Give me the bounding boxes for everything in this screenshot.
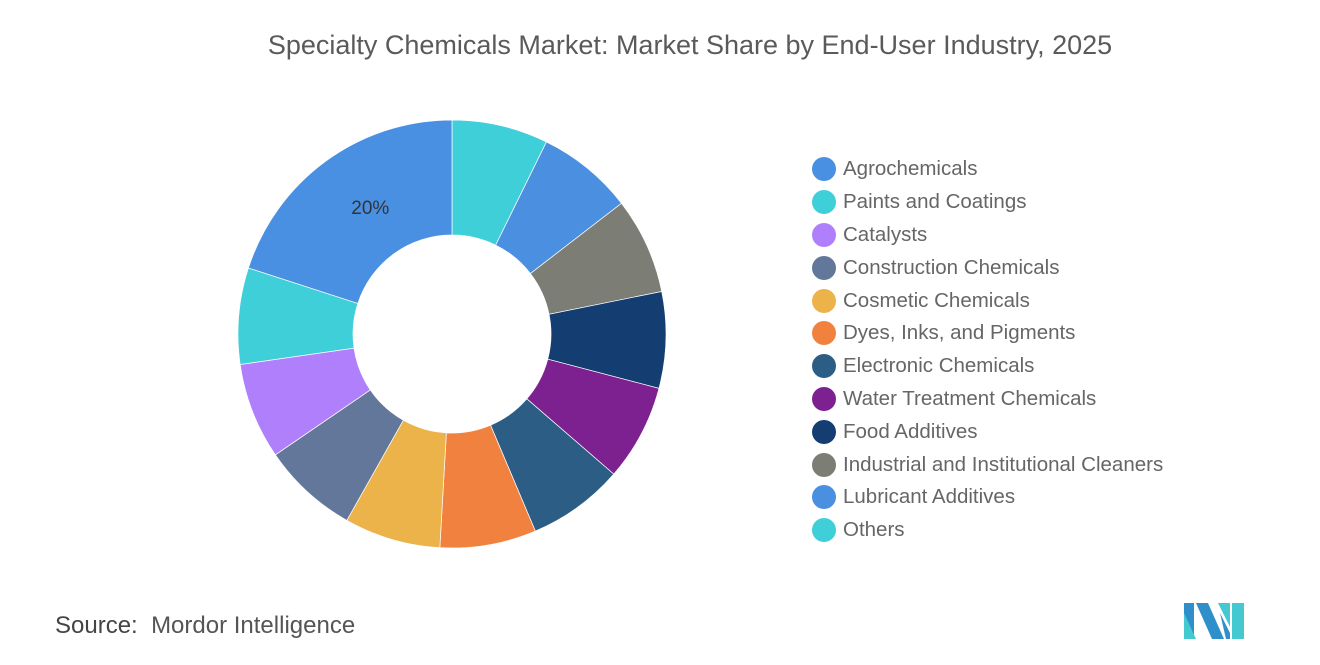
legend-swatch	[812, 354, 836, 379]
legend: Agrochemicals Paints and Coatings Catalyst…	[812, 153, 1163, 547]
legend-item: Catalysts	[812, 219, 1163, 252]
legend-label: Cosmetic Chemicals	[843, 288, 1030, 312]
legend-label: Dyes, Inks, and Pigments	[843, 321, 1076, 345]
source: Source: Mordor Intelligence	[55, 612, 355, 640]
legend-item: Cosmetic Chemicals	[812, 284, 1163, 317]
legend-swatch	[812, 419, 836, 444]
legend-label: Paints and Coatings	[843, 190, 1027, 214]
legend-swatch	[812, 157, 836, 182]
chart-title: Specialty Chemicals Market: Market Share…	[267, 30, 1113, 60]
legend-item: Water Treatment Chemicals	[812, 383, 1163, 416]
slice-agrochemicals	[248, 119, 453, 304]
source-label: Source:	[55, 612, 138, 639]
legend-label: Industrial and Institutional Cleaners	[843, 452, 1164, 476]
legend-label: Electronic Chemicals	[843, 354, 1035, 378]
legend-item: Agrochemicals	[812, 153, 1163, 186]
legend-swatch	[812, 386, 836, 411]
legend-item: Food Additives	[812, 415, 1163, 448]
legend-item: Others	[812, 514, 1163, 547]
legend-item: Dyes, Inks, and Pigments	[812, 317, 1163, 350]
legend-item: Industrial and Institutional Cleaners	[812, 448, 1163, 481]
legend-swatch	[812, 321, 836, 346]
legend-label: Food Additives	[843, 419, 978, 443]
legend-label: Agrochemicals	[843, 157, 978, 181]
legend-label: Construction Chemicals	[843, 255, 1060, 279]
legend-swatch	[812, 255, 836, 280]
legend-label: Catalysts	[843, 222, 928, 246]
legend-item: Construction Chemicals	[812, 251, 1163, 284]
legend-swatch	[812, 518, 836, 543]
legend-swatch	[812, 452, 836, 477]
legend-label: Lubricant Additives	[843, 485, 1016, 509]
data-label: 20%	[351, 198, 389, 219]
mordor-logo	[1184, 603, 1244, 639]
legend-swatch	[812, 222, 836, 247]
source-value: Mordor Intelligence	[151, 612, 356, 639]
legend-label: Water Treatment Chemicals	[843, 386, 1097, 410]
legend-swatch	[812, 485, 836, 510]
legend-item: Paints and Coatings	[812, 186, 1163, 219]
legend-swatch	[812, 288, 836, 313]
legend-swatch	[812, 190, 836, 215]
legend-item: Electronic Chemicals	[812, 350, 1163, 383]
legend-label: Others	[843, 518, 905, 542]
legend-item: Lubricant Additives	[812, 481, 1163, 514]
